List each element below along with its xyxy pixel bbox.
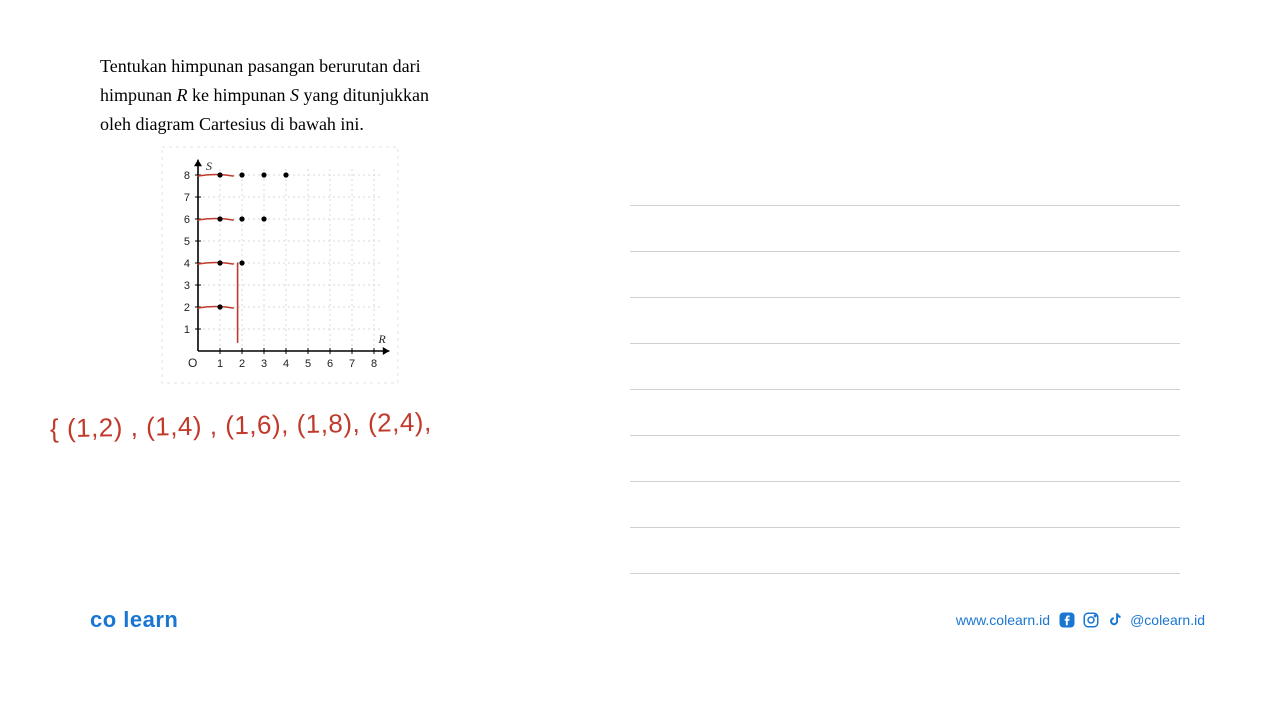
svg-text:7: 7 [349,358,355,370]
problem-block: Tentukan himpunan pasangan berurutan dar… [100,52,600,138]
problem-line-3: oleh diagram Cartesius di bawah ini. [100,110,600,139]
svg-text:4: 4 [184,258,190,270]
svg-text:S: S [206,159,212,173]
svg-text:1: 1 [217,358,223,370]
ruled-line [630,436,1180,482]
svg-text:5: 5 [305,358,311,370]
text: yang ditunjukkan [299,85,429,105]
svg-text:4: 4 [283,358,289,370]
set-r: R [177,85,188,105]
problem-line-1: Tentukan himpunan pasangan berurutan dar… [100,52,600,81]
svg-text:2: 2 [184,302,190,314]
ruled-line [630,390,1180,436]
ruled-line [630,344,1180,390]
handwritten-answer: { (1,2) , (1,4) , (1,6), (1,8), (2,4), [50,407,432,445]
ruled-lines-area [630,160,1180,574]
ruled-line [630,482,1180,528]
footer-url: www.colearn.id [956,612,1050,628]
svg-text:2: 2 [239,358,245,370]
footer: co learn www.colearn.id @colearn.id [0,600,1280,640]
tiktok-icon [1106,611,1124,629]
ruled-line [630,206,1180,252]
svg-text:3: 3 [261,358,267,370]
chart-svg: 1 2 3 4 5 6 7 8 1 2 3 4 5 6 7 8 O R S [160,145,400,385]
ruled-line [630,298,1180,344]
ruled-line [630,252,1180,298]
svg-text:1: 1 [184,324,190,336]
svg-text:5: 5 [184,236,190,248]
svg-text:6: 6 [184,214,190,226]
colearn-logo: co learn [90,607,178,633]
ruled-line [630,528,1180,574]
svg-text:R: R [377,332,386,346]
cartesius-diagram: 1 2 3 4 5 6 7 8 1 2 3 4 5 6 7 8 O R S [160,145,400,385]
svg-text:O: O [188,356,197,370]
footer-handle: @colearn.id [1130,612,1205,628]
footer-socials: @colearn.id [1058,611,1205,629]
svg-text:8: 8 [184,170,190,182]
text: ke himpunan [188,85,290,105]
instagram-icon [1082,611,1100,629]
svg-text:7: 7 [184,192,190,204]
facebook-icon [1058,611,1076,629]
svg-text:3: 3 [184,280,190,292]
set-s: S [290,85,299,105]
svg-text:6: 6 [327,358,333,370]
problem-line-2: himpunan R ke himpunan S yang ditunjukka… [100,81,600,110]
text: himpunan [100,85,177,105]
svg-text:8: 8 [371,358,377,370]
ruled-line [630,160,1180,206]
